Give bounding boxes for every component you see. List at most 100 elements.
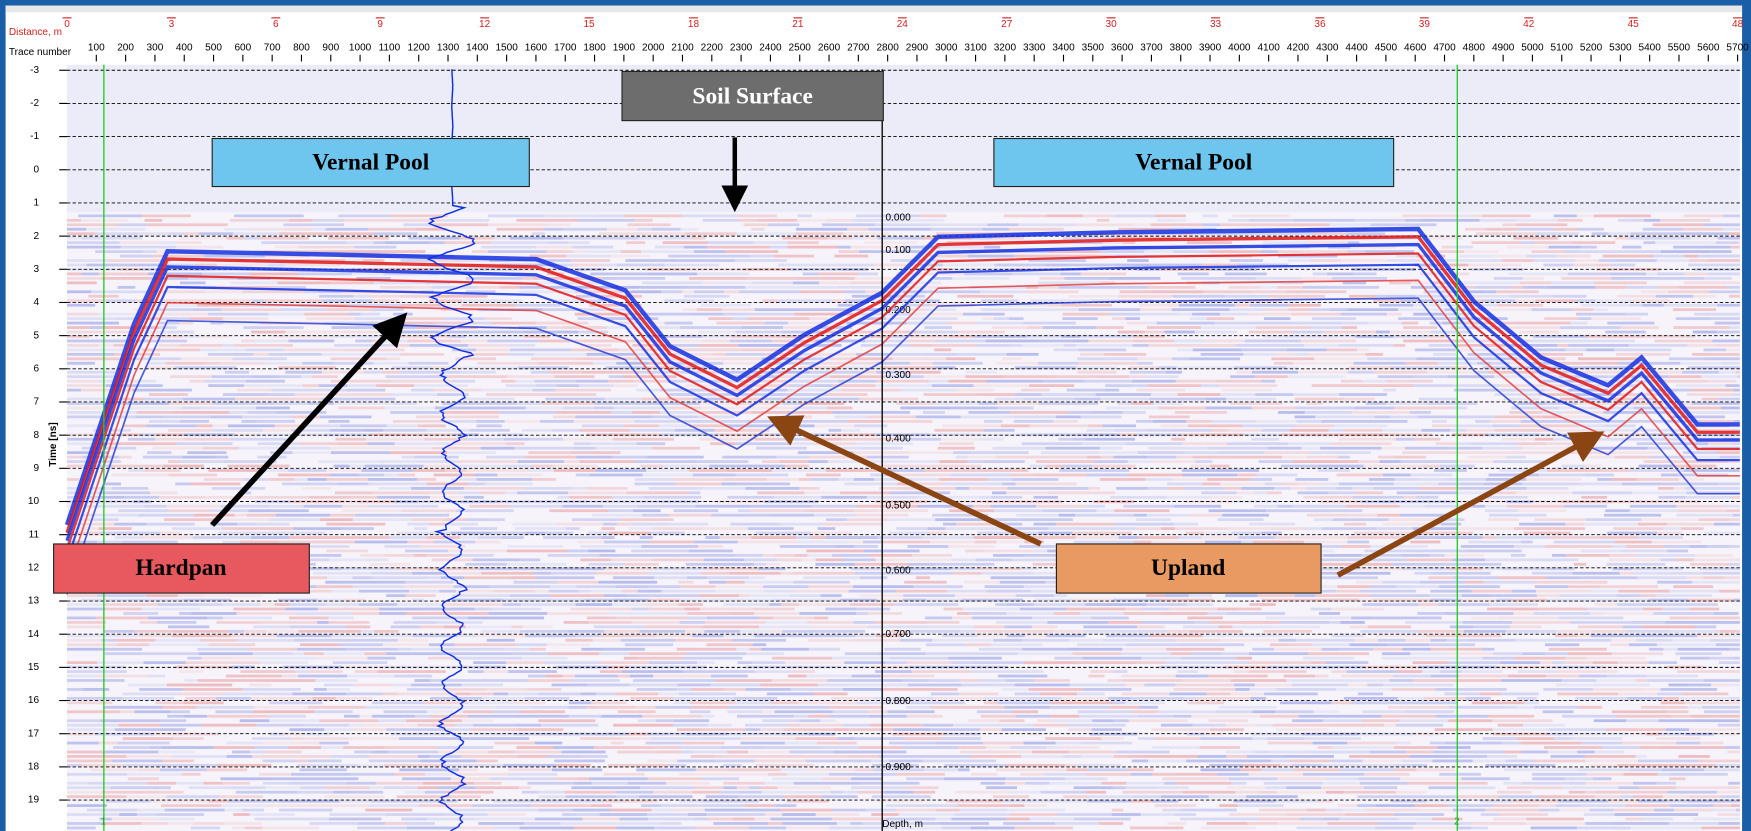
texture [573,264,601,267]
texture [475,322,491,325]
texture [1698,246,1730,249]
texture [634,420,677,423]
texture [722,456,775,459]
texture [1023,322,1076,325]
texture [514,447,573,450]
texture [823,523,882,526]
texture [1581,804,1625,807]
texture [669,514,711,517]
texture [1594,281,1646,284]
texture [1322,483,1339,486]
texture [1230,402,1283,405]
texture [1277,688,1337,691]
texture [1273,724,1304,727]
texture [1298,465,1320,468]
texture [1456,786,1495,789]
texture [1572,241,1615,244]
texture [979,402,997,405]
texture [1663,545,1689,548]
texture [335,438,365,441]
texture [1514,545,1545,548]
texture [288,746,300,749]
texture [949,380,987,383]
texture [478,536,501,539]
texture [298,246,354,249]
texture [447,572,482,575]
texture [1261,380,1275,383]
texture [1228,527,1271,530]
texture [67,670,127,673]
texture [632,411,660,414]
texture [564,791,601,794]
texture [1591,317,1641,320]
texture [67,348,125,351]
texture [573,250,586,253]
texture [1679,286,1727,289]
texture [577,777,589,780]
texture [67,643,117,646]
texture [929,380,949,383]
texture [589,777,648,780]
texture [328,237,389,240]
texture [1140,308,1172,311]
texture [1576,313,1626,316]
texture [1347,232,1385,235]
texture [221,777,273,780]
texture [1293,393,1339,396]
texture [329,281,374,284]
texture [721,746,765,749]
texture [1354,532,1393,535]
texture [298,755,331,758]
texture [626,241,645,244]
texture [1622,742,1676,745]
texture [1613,527,1662,530]
texture [1319,576,1378,579]
texture [746,313,794,316]
texture [781,603,799,606]
texture [741,742,785,745]
texture [1429,643,1475,646]
texture [158,751,195,754]
texture [701,572,730,575]
texture [1739,384,1740,387]
texture [395,773,425,776]
texture [476,424,501,427]
texture [745,688,790,691]
texture [1618,693,1657,696]
texture [365,809,412,812]
texture [1726,384,1739,387]
texture [1545,545,1559,548]
texture [520,558,540,561]
texture [317,657,368,660]
texture [1709,290,1740,293]
texture [115,536,142,539]
texture [67,675,96,678]
texture [594,625,645,628]
texture [571,259,610,262]
texture [1330,442,1391,445]
texture [531,804,592,807]
texture [884,648,921,651]
texture [754,612,800,615]
texture [180,460,223,463]
texture [1209,250,1260,253]
texture [448,375,507,378]
texture [1572,491,1631,494]
texture [1175,639,1220,642]
texture [837,246,850,249]
texture [1128,460,1152,463]
texture [405,550,448,553]
texture [788,724,801,727]
texture [67,697,122,700]
texture [1681,527,1703,530]
texture [1200,746,1240,749]
texture [1713,612,1738,615]
texture [1725,746,1740,749]
texture [105,634,139,637]
texture [428,657,452,660]
texture [582,371,639,374]
texture [1638,760,1699,763]
texture [280,232,322,235]
texture [1466,429,1494,432]
texture [1730,246,1740,249]
